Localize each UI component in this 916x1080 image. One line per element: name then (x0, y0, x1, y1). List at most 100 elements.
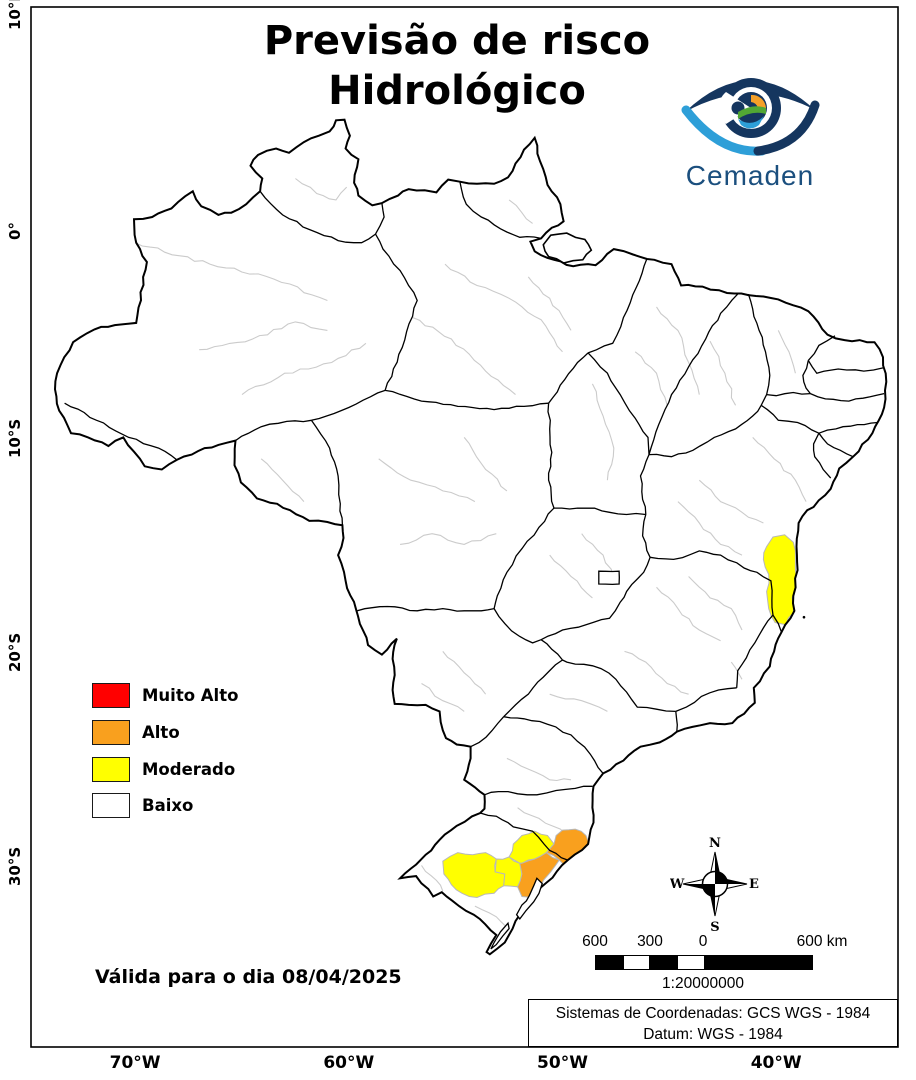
state-border-ce-rn (807, 335, 836, 361)
state-border-rn-pb (807, 360, 884, 374)
compass-n-label: N (709, 836, 721, 851)
subregion-boundary (677, 501, 743, 556)
validity-date: Válida para o dia 08/04/2025 (95, 966, 402, 988)
scale-label-600-km: 600 km (796, 933, 848, 950)
state-border-pa-ma (587, 258, 648, 354)
scale-label-300: 300 (637, 933, 663, 950)
subregion-boundary (134, 242, 328, 302)
state-border-ba-pi (648, 404, 762, 458)
subregion-boundary (260, 458, 305, 502)
state-border-ac-am (64, 402, 178, 461)
state-border-go-ba (641, 514, 651, 558)
state-border-am-pa (374, 233, 418, 391)
cemaden-logo: Cemaden (650, 50, 850, 192)
state-border-se-ba (812, 432, 832, 479)
state-border-mg-rj (675, 687, 737, 713)
state-border-pe-al (818, 421, 878, 434)
state-border-pa-to (548, 352, 589, 404)
legend-item-alto: Alto (92, 719, 180, 745)
cemaden-wordmark: Cemaden (685, 160, 815, 191)
state-border-rj-sp (675, 711, 678, 732)
state-borders (64, 181, 885, 861)
legend-item-baixo: Baixo (92, 792, 193, 818)
subregion-boundary (591, 383, 615, 481)
coordinate-system-line: Sistemas de Coordenadas: GCS WGS - 1984 (555, 1005, 871, 1022)
subregion-boundary (634, 351, 668, 406)
lat-tick-label: 10°S (6, 418, 24, 458)
state-border-sp-pr (503, 716, 604, 774)
legend-swatch-baixo (92, 792, 130, 818)
compass-e-label: E (749, 877, 759, 892)
state-border-to-go (554, 507, 646, 516)
state-border-go-ms (493, 608, 542, 644)
distrito-federal (598, 570, 620, 586)
subregion-boundary (777, 330, 796, 374)
subregion-boundary (421, 683, 465, 712)
state-border-pi-ce (747, 293, 771, 395)
subregion-boundary (474, 905, 508, 928)
legend-item-muito-alto: Muito Alto (92, 682, 238, 708)
subregion-boundary (549, 693, 608, 712)
subregion-boundary (400, 533, 497, 545)
brazil-outline (53, 118, 888, 956)
subregion-boundary (709, 340, 737, 406)
state-border-al-se (818, 432, 854, 458)
risk-region-rs-northeast (508, 830, 555, 864)
subregion-boundary (656, 306, 700, 395)
state-border-go-mt (493, 507, 555, 609)
map-title-line1: Previsão de risco (263, 18, 651, 64)
state-border-go-mg (540, 557, 651, 641)
lon-tick-label: 50°W (537, 1053, 588, 1073)
lat-tick-label: 30°S (6, 846, 24, 886)
scale-segment (678, 956, 704, 969)
subregion-boundary (442, 651, 487, 695)
lon-tick-label: 60°W (323, 1053, 375, 1073)
state-border-pb-pe (810, 392, 885, 402)
lon-tick-label: 70°W (109, 1053, 161, 1073)
scale-segment (596, 956, 624, 969)
state-border-ce-pb (802, 360, 811, 395)
state-border-ms-mg (540, 639, 564, 661)
state-border-am-rr (259, 190, 376, 244)
subregion-boundary (624, 650, 689, 695)
subregion-boundary (730, 661, 743, 680)
legend-item-moderado: Moderado (92, 756, 235, 782)
scale-segment (649, 956, 678, 969)
subregion-boundary (421, 865, 444, 892)
state-border-rr-pa (374, 203, 385, 235)
marajo-island (542, 232, 593, 264)
compass-s-label: S (710, 920, 719, 935)
subregion-boundary (688, 576, 743, 631)
brazil-landmass (55, 119, 887, 955)
state-border-to-ba (639, 454, 650, 515)
scale-segment (704, 956, 812, 969)
lat-tick-label: 20°S (6, 632, 24, 672)
subregion-boundary (199, 321, 328, 351)
state-border-pa-mt (384, 389, 549, 411)
subregion-boundary (463, 437, 508, 492)
abrolhos-islands-dot (802, 615, 806, 619)
state-border-ms-pr (470, 716, 505, 748)
state-border-mg-es (736, 614, 774, 688)
scale-segment (624, 956, 649, 969)
state-border-pa-ap (459, 181, 542, 240)
legend-label-moderado: Moderado (142, 759, 236, 779)
subregion-boundary (506, 757, 572, 782)
subregion-boundary (412, 317, 516, 396)
legend-swatch-moderado (92, 756, 130, 782)
map-title-line2: Hidrológico (328, 68, 586, 114)
subregion-boundary (549, 554, 593, 599)
state-border-ba-es (772, 614, 783, 633)
legend-label-baixo: Baixo (142, 795, 194, 815)
state-border-mt-to (547, 403, 555, 509)
subregion-boundary (527, 276, 572, 331)
state-border-mg-ba (650, 550, 774, 616)
coordinate-system-box: Sistemas de Coordenadas: GCS WGS - 1984 … (528, 999, 898, 1047)
state-border-sc-rs (480, 812, 569, 861)
lon-tick-label: 40°W (750, 1053, 802, 1073)
scale-ratio: 1:20000000 (662, 975, 744, 992)
legend-label-alto: Alto (142, 722, 180, 742)
lagoa-mirim (490, 921, 510, 950)
legend-swatch-muito-alto (92, 682, 130, 708)
